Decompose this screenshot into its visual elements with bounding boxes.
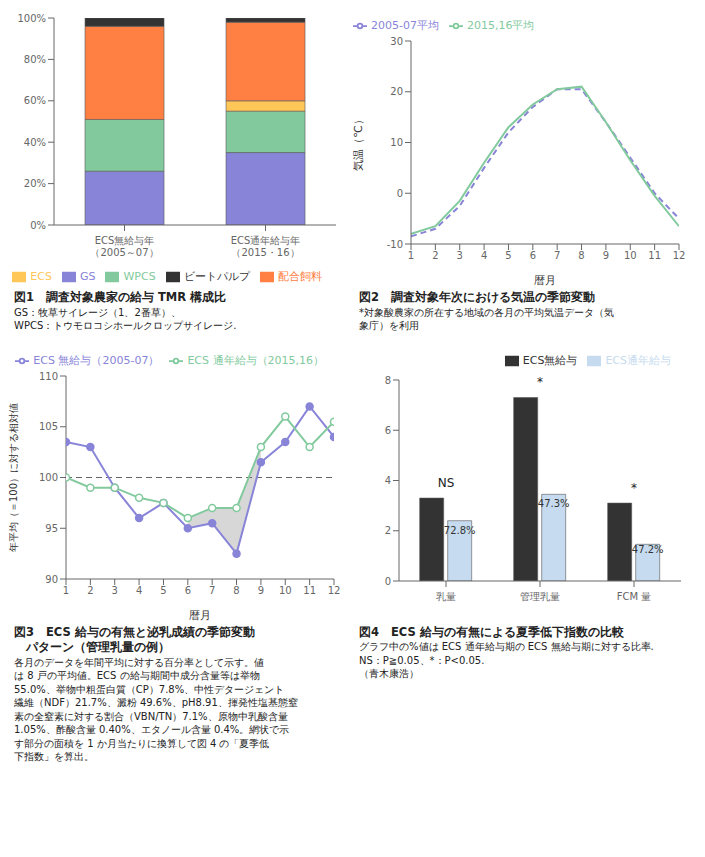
svg-text:FCM 量: FCM 量 bbox=[617, 591, 652, 602]
html-text:パターン（管理乳量の例）: パターン（管理乳量の例） bbox=[14, 640, 170, 654]
svg-text:9: 9 bbox=[603, 250, 609, 261]
html-text:2015,16平均: 2015,16平均 bbox=[467, 19, 535, 32]
html-text:グラフ中の%値は ECS 通年給与期の ECS 無給与期に対: グラフ中の%値は ECS 通年給与期の ECS 無給与期に対する比率. bbox=[359, 641, 654, 652]
svg-text:100%: 100% bbox=[17, 13, 46, 24]
html-text:ECS通年給与: ECS通年給与 bbox=[605, 353, 671, 367]
svg-text:60%: 60% bbox=[24, 95, 46, 106]
svg-text:4: 4 bbox=[136, 585, 142, 596]
html-text:ECS: ECS bbox=[30, 270, 52, 283]
html-text:図4 ECS 給与の有無による夏季低下指数の比較: 図4 ECS 給与の有無による夏季低下指数の比較 bbox=[359, 624, 624, 639]
html-text:す部分の面積を 1 か月当たりに換算して図 4 の「夏季低: す部分の面積を 1 か月当たりに換算して図 4 の「夏季低 bbox=[14, 737, 270, 749]
html-text:ECS 無給与（2005-07）: ECS 無給与（2005-07） bbox=[33, 353, 160, 367]
svg-text:1: 1 bbox=[63, 585, 69, 596]
svg-text:11: 11 bbox=[303, 585, 316, 596]
svg-text:年平均（＝100）に対する相対値: 年平均（＝100）に対する相対値 bbox=[8, 402, 19, 551]
svg-text:20%: 20% bbox=[24, 178, 46, 189]
html-text:下指数」を算出。: 下指数」を算出。 bbox=[14, 751, 94, 762]
svg-text:8: 8 bbox=[385, 374, 391, 385]
svg-text:40%: 40% bbox=[24, 137, 46, 148]
svg-text:12: 12 bbox=[328, 585, 341, 596]
svg-text:4: 4 bbox=[385, 475, 391, 486]
svg-text:10: 10 bbox=[279, 585, 292, 596]
svg-text:4: 4 bbox=[481, 250, 487, 261]
svg-text:暦月: 暦月 bbox=[534, 274, 556, 287]
svg-text:12: 12 bbox=[673, 250, 686, 261]
svg-text:2: 2 bbox=[432, 250, 438, 261]
svg-text:ECS通年給与年（2015・16）: ECS通年給与年（2015・16） bbox=[231, 235, 301, 258]
svg-text:72.8%: 72.8% bbox=[444, 524, 476, 535]
svg-text:3: 3 bbox=[457, 250, 463, 261]
html-text:1.05%、酢酸含量 0.40%、エタノール含量 0.4%。: 1.05%、酢酸含量 0.40%、エタノール含量 0.4%。網状で示 bbox=[14, 724, 290, 735]
svg-text:2: 2 bbox=[87, 585, 93, 596]
svg-text:乳量: 乳量 bbox=[436, 591, 456, 602]
svg-text:8: 8 bbox=[578, 250, 584, 261]
html-text:55.0%、举物中粗蛋白質（CP）7.8%、中性デタージェン: 55.0%、举物中粗蛋白質（CP）7.8%、中性デタージェント bbox=[14, 683, 285, 695]
svg-text:30: 30 bbox=[390, 36, 403, 47]
html-text:図2 調査対象年次における気温の季節変動: 図2 調査対象年次における気温の季節変動 bbox=[359, 290, 595, 304]
html-text:（青木康浩）: （青木康浩） bbox=[359, 668, 419, 679]
svg-text:0%: 0% bbox=[30, 220, 46, 231]
svg-text:5: 5 bbox=[160, 585, 166, 596]
html-text:ビートパルプ: ビートパルプ bbox=[183, 270, 250, 283]
svg-text:*: * bbox=[631, 480, 637, 494]
html-text:素の全窒素に対する割合（VBN/TN）7.1%、原物中乳酸含: 素の全窒素に対する割合（VBN/TN）7.1%、原物中乳酸含量 bbox=[14, 710, 288, 722]
html-text:2005-07平均: 2005-07平均 bbox=[371, 19, 439, 32]
html-text:は 8 戸の平均値。ECS の給与期間中成分含量等は举物: は 8 戸の平均値。ECS の給与期間中成分含量等は举物 bbox=[14, 670, 260, 681]
html-text:NS：P≧0.05、*：P<0.05.: NS：P≧0.05、*：P<0.05. bbox=[359, 654, 485, 666]
svg-text:ECS無給与年（2005～07）: ECS無給与年（2005～07） bbox=[90, 235, 158, 258]
html-text:WPCS: WPCS bbox=[123, 270, 156, 283]
svg-text:0: 0 bbox=[397, 188, 403, 199]
svg-text:110: 110 bbox=[39, 370, 58, 381]
html-text:図3 ECS 給与の有無と泌乳成績の季節変動: 図3 ECS 給与の有無と泌乳成績の季節変動 bbox=[14, 624, 255, 639]
svg-text:8: 8 bbox=[233, 585, 239, 596]
svg-text:6: 6 bbox=[385, 424, 391, 435]
svg-text:6: 6 bbox=[185, 585, 191, 596]
svg-text:47.3%: 47.3% bbox=[538, 498, 570, 509]
svg-text:5: 5 bbox=[505, 250, 511, 261]
svg-text:20: 20 bbox=[390, 86, 403, 97]
svg-text:NS: NS bbox=[438, 475, 455, 489]
svg-text:気温（℃）: 気温（℃） bbox=[353, 114, 365, 170]
html-text:図1 調査対象農家の給与 TMR 構成比: 図1 調査対象農家の給与 TMR 構成比 bbox=[14, 290, 227, 304]
svg-text:7: 7 bbox=[209, 585, 215, 596]
svg-text:95: 95 bbox=[45, 522, 58, 533]
html-text:配合飼料: 配合飼料 bbox=[277, 270, 322, 283]
svg-text:47.2%: 47.2% bbox=[632, 543, 664, 554]
svg-text:7: 7 bbox=[554, 250, 560, 261]
svg-text:9: 9 bbox=[258, 585, 264, 596]
svg-text:105: 105 bbox=[39, 421, 58, 432]
svg-text:3: 3 bbox=[112, 585, 118, 596]
svg-text:10: 10 bbox=[390, 137, 403, 148]
svg-text:-10: -10 bbox=[387, 239, 403, 250]
html-text:*対象酸農家の所在する地域の各月の平均気温データ（気: *対象酸農家の所在する地域の各月の平均気温データ（気 bbox=[359, 306, 614, 318]
svg-text:100: 100 bbox=[39, 472, 58, 483]
html-text:WPCS：トウモロコシホールクロップサイレージ.: WPCS：トウモロコシホールクロップサイレージ. bbox=[14, 320, 237, 331]
svg-text:管理乳量: 管理乳量 bbox=[520, 591, 560, 602]
html-text:繊維（NDF）21.7%、澱粉 49.6%、pH8.91、揮: 繊維（NDF）21.7%、澱粉 49.6%、pH8.91、揮発性塩基態窒 bbox=[14, 697, 298, 708]
svg-text:11: 11 bbox=[648, 250, 661, 261]
svg-text:2: 2 bbox=[385, 525, 391, 536]
svg-text:暦月: 暦月 bbox=[189, 609, 211, 622]
html-text:象庁）を利用: 象庁）を利用 bbox=[359, 320, 419, 331]
html-text:ECS 通年給与（2015,16）: ECS 通年給与（2015,16） bbox=[187, 353, 324, 367]
html-text:各月のデータを年間平均に対する百分率として示す。値: 各月のデータを年間平均に対する百分率として示す。値 bbox=[14, 656, 264, 668]
html-text:ECS無給与: ECS無給与 bbox=[522, 353, 578, 367]
svg-text:*: * bbox=[537, 375, 543, 389]
svg-text:80%: 80% bbox=[24, 54, 46, 65]
html-text:GS: GS bbox=[80, 270, 96, 283]
svg-text:0: 0 bbox=[385, 575, 391, 586]
svg-text:10: 10 bbox=[624, 250, 637, 261]
svg-text:6: 6 bbox=[530, 250, 536, 261]
svg-text:1: 1 bbox=[408, 250, 414, 261]
svg-text:90: 90 bbox=[45, 573, 58, 584]
html-text:GS：牧草サイレージ（1、2番草）、: GS：牧草サイレージ（1、2番草）、 bbox=[14, 306, 181, 318]
